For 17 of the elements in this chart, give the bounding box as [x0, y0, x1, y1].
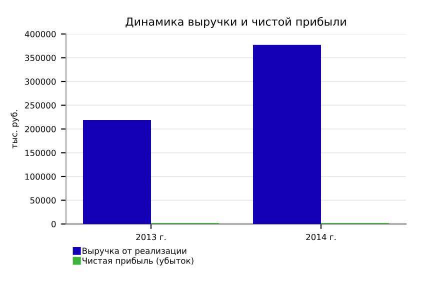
legend-label: Чистая прибыль (убыток): [82, 257, 194, 266]
y-tick-label: 400000: [24, 30, 56, 38]
chart-title: Динамика выручки и чистой прибыли: [126, 17, 346, 28]
x-tick-label: 2014 г.: [306, 234, 336, 240]
y-tick-label: 0: [52, 220, 56, 228]
y-axis-title: тыс. руб.: [10, 110, 19, 148]
y-tick-label: 200000: [25, 126, 56, 132]
bar: [83, 120, 151, 224]
y-tick-label: 50000: [30, 197, 56, 204]
bar: [253, 44, 321, 224]
y-tick-label: 300000: [25, 78, 56, 85]
x-tick-label: 2013 г.: [136, 234, 166, 240]
y-tick-label: 150000: [25, 150, 56, 156]
y-tick-label: 350000: [25, 54, 56, 62]
y-tick-label: 100000: [25, 173, 56, 180]
legend-label: Выручка от реализации: [82, 248, 186, 256]
y-tick-label: 250000: [25, 102, 56, 109]
